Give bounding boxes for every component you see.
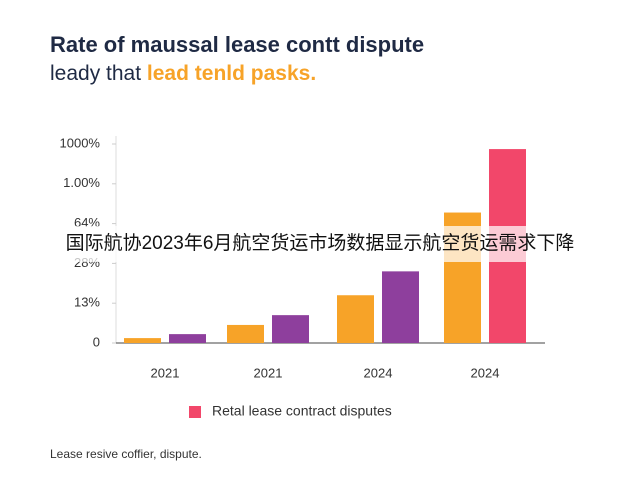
x-tick-label: 2024 <box>471 365 500 380</box>
overlay-text: 国际航协2023年6月航空货运市场数据显示航空货运需求下降 <box>66 232 575 254</box>
chart-subtitle: leady that lead tenld pasks. <box>50 62 316 85</box>
bar <box>169 334 206 343</box>
y-tick-label: 13% <box>74 295 100 310</box>
bar <box>272 315 309 343</box>
y-tick-label: 0 <box>93 334 100 349</box>
subtitle-text: leady that <box>50 62 141 85</box>
y-tick-label: 1.00% <box>63 175 100 190</box>
overlay: 国际航协2023年6月航空货运市场数据显示航空货运需求下降 <box>0 226 640 262</box>
x-tick-label: 2021 <box>151 365 180 380</box>
y-tick-label: 1000% <box>60 135 101 150</box>
x-tick-label: 2021 <box>254 365 283 380</box>
legend-swatch <box>189 406 201 418</box>
x-tick-label: 2024 <box>364 365 393 380</box>
subtitle-highlight: lead tenld pasks. <box>147 62 316 85</box>
overlay-band <box>0 226 640 262</box>
bar <box>227 324 264 343</box>
bar <box>124 338 161 343</box>
legend-label: Retal lease contract disputes <box>212 403 392 419</box>
footnote: Lease resive coffier, dispute. <box>50 447 202 461</box>
chart-title: Rate of maussal lease contt dispute <box>50 32 424 57</box>
bar <box>382 271 419 343</box>
bar <box>337 295 374 343</box>
